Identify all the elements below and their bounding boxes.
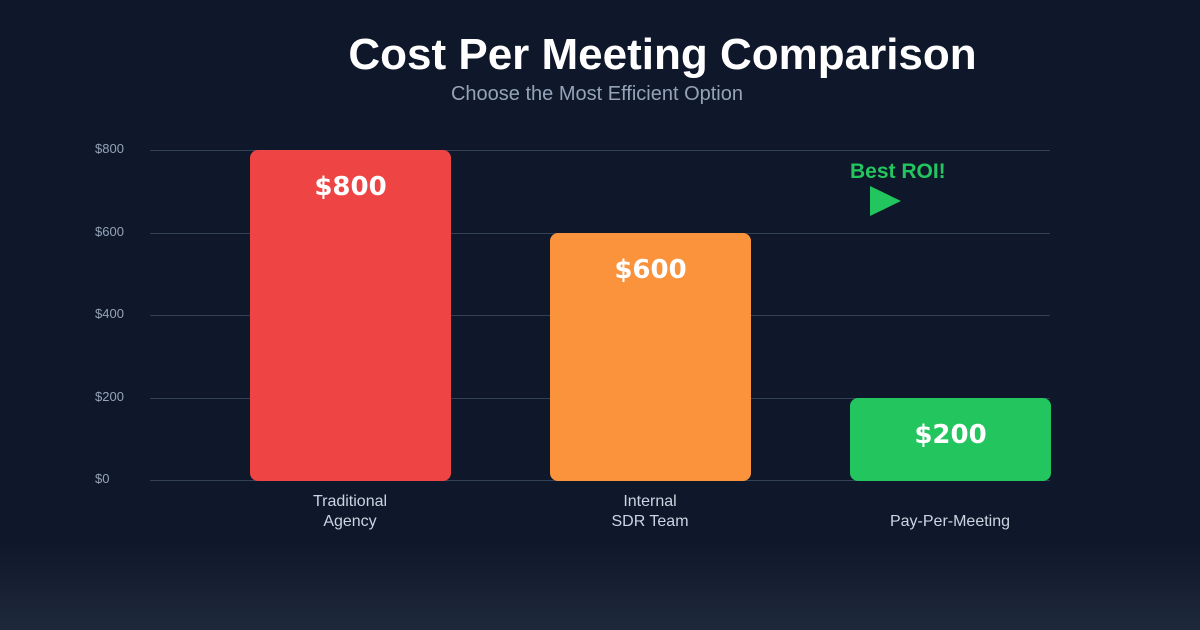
- x-label-internal-sdr-team: Internal SDR Team: [550, 492, 750, 532]
- y-tick-400: $400: [95, 306, 124, 321]
- x-label-line2: Pay-Per-Meeting: [889, 513, 1011, 530]
- y-tick-800: $800: [95, 141, 124, 156]
- bar-value-label: $200: [914, 420, 987, 450]
- x-label-line1: Internal: [623, 493, 677, 510]
- chart-title: Cost Per Meeting Comparison: [348, 30, 977, 79]
- best-roi-annotation: Best ROI!: [850, 160, 946, 183]
- x-label-line1: Traditional: [312, 493, 388, 510]
- arrow-right-icon: [870, 186, 901, 216]
- bar-value-label: $800: [314, 172, 387, 202]
- y-tick-0: $0: [95, 471, 110, 486]
- gridline-800: [150, 150, 1050, 151]
- bar-traditional-agency: $800: [250, 150, 451, 481]
- chart-subtitle: Choose the Most Efficient Option: [450, 83, 743, 105]
- x-label-line2: SDR Team: [611, 513, 689, 530]
- x-label-line2: Agency: [323, 513, 377, 530]
- x-label-traditional-agency: Traditional Agency: [250, 492, 450, 532]
- y-tick-200: $200: [95, 389, 124, 404]
- x-label-pay-per-meeting: Pay-Per-Meeting: [850, 512, 1050, 532]
- bar-internal-sdr-team: $600: [550, 233, 751, 481]
- bar-pay-per-meeting: $200: [850, 398, 1051, 481]
- bar-value-label: $600: [614, 255, 687, 285]
- y-tick-600: $600: [95, 224, 124, 239]
